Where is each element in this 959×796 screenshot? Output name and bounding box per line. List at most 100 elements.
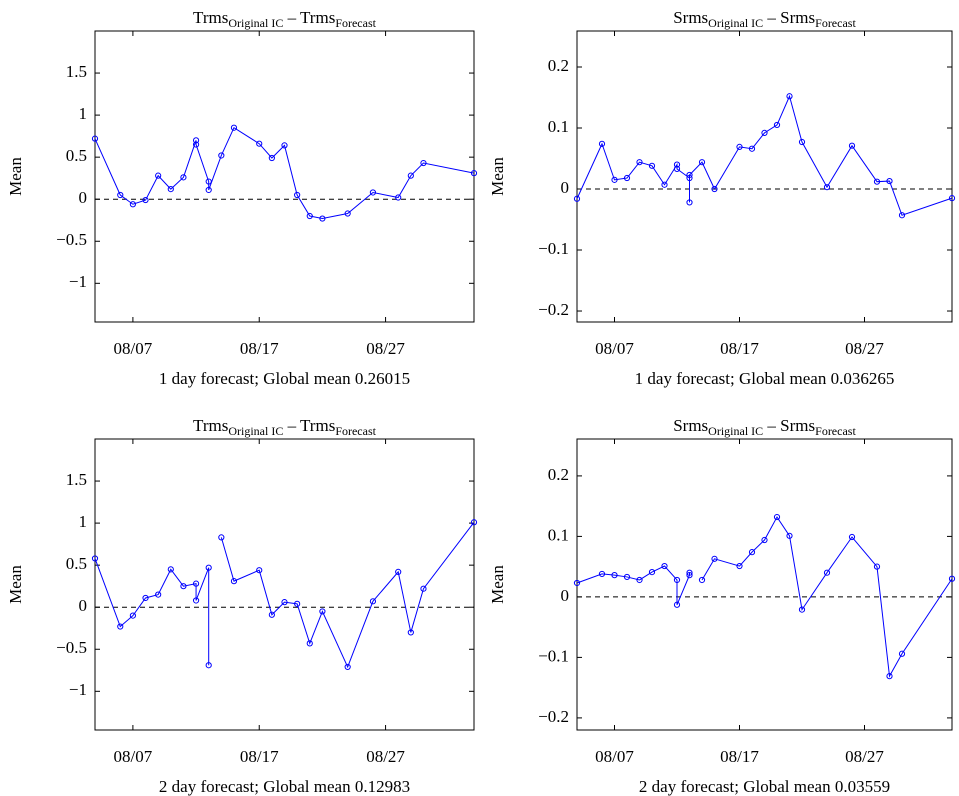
data-point xyxy=(773,121,781,129)
data-point xyxy=(155,591,162,598)
data-point xyxy=(205,178,212,185)
data-point xyxy=(218,534,225,541)
y-tick-label: 0.2 xyxy=(548,56,569,75)
series-line xyxy=(94,126,475,220)
series-line xyxy=(94,558,210,666)
x-tick-label: 08/17 xyxy=(720,339,759,358)
title-subscript: Forecast xyxy=(815,16,856,30)
y-axis-label: Mean xyxy=(488,157,507,196)
data-point xyxy=(898,212,906,219)
data-point xyxy=(673,165,681,172)
data-point xyxy=(673,601,681,608)
data-point xyxy=(898,650,906,657)
x-tick-label: 08/07 xyxy=(595,339,634,358)
data-point xyxy=(192,580,200,587)
data-point xyxy=(192,597,200,604)
data-point xyxy=(573,195,581,202)
data-point xyxy=(711,555,718,562)
data-point xyxy=(748,549,756,556)
data-point xyxy=(686,171,693,179)
data-point xyxy=(117,623,124,630)
data-point xyxy=(205,564,212,571)
data-point xyxy=(180,583,187,590)
plot-area xyxy=(576,30,953,323)
data-point xyxy=(395,568,402,575)
title-subscript: Original IC xyxy=(228,424,283,438)
data-point xyxy=(306,212,313,220)
data-point xyxy=(686,174,693,182)
data-point xyxy=(698,159,706,166)
y-tick-label: −0.2 xyxy=(538,300,569,319)
x-tick-label: 08/17 xyxy=(240,747,279,766)
data-point xyxy=(129,612,136,619)
x-tick-label: 08/07 xyxy=(114,339,153,358)
data-point xyxy=(319,215,326,222)
data-point xyxy=(470,519,478,526)
data-point xyxy=(129,201,136,208)
data-point xyxy=(598,140,606,147)
title-part: – Trms xyxy=(283,8,335,27)
y-tick-label: −0.1 xyxy=(538,239,569,258)
data-point xyxy=(648,162,656,169)
data-point xyxy=(407,172,414,179)
data-point xyxy=(230,578,238,585)
chart-title: TrmsOriginal IC – TrmsForecast xyxy=(193,416,377,438)
plot-area xyxy=(576,438,953,731)
data-point xyxy=(611,572,618,579)
y-tick-label: 0.2 xyxy=(548,465,569,484)
data-point xyxy=(395,194,402,201)
data-point xyxy=(192,137,200,144)
y-tick-label: 0 xyxy=(561,586,570,605)
data-point xyxy=(736,562,743,570)
title-part: Trms xyxy=(193,416,228,435)
data-point xyxy=(256,567,263,574)
chart-title: TrmsOriginal IC – TrmsForecast xyxy=(193,8,377,30)
title-part: Srms xyxy=(673,8,708,27)
x-tick-label: 08/27 xyxy=(845,339,884,358)
title-part: – Trms xyxy=(283,416,335,435)
data-point xyxy=(748,145,756,152)
series-line xyxy=(220,521,475,669)
data-point xyxy=(420,159,427,167)
y-axis-label: Mean xyxy=(488,565,507,604)
data-point xyxy=(636,576,643,584)
data-point xyxy=(711,185,718,193)
data-point xyxy=(736,143,743,151)
data-point xyxy=(623,174,631,182)
data-point xyxy=(786,93,793,100)
data-point xyxy=(281,142,288,149)
title-subscript: Forecast xyxy=(335,424,376,438)
y-tick-label: 1.5 xyxy=(66,62,87,81)
y-tick-label: 0 xyxy=(561,178,570,197)
y-tick-label: −1 xyxy=(69,680,87,699)
data-point xyxy=(470,170,478,177)
series-line xyxy=(576,565,690,605)
x-tick-label: 08/07 xyxy=(114,747,153,766)
y-tick-label: 0 xyxy=(79,188,88,207)
data-point xyxy=(91,555,99,562)
data-point xyxy=(948,195,956,202)
x-axis-label: 2 day forecast; Global mean 0.03559 xyxy=(639,777,890,796)
x-axis-label: 1 day forecast; Global mean 0.036265 xyxy=(635,369,895,388)
data-point xyxy=(205,186,212,194)
data-point xyxy=(798,606,806,613)
data-point xyxy=(636,159,643,166)
data-point xyxy=(598,570,606,578)
title-part: – Srms xyxy=(763,8,815,27)
x-tick-label: 08/07 xyxy=(595,747,634,766)
data-point xyxy=(344,663,351,671)
data-point xyxy=(294,191,301,199)
data-point xyxy=(686,199,693,206)
y-tick-label: −0.2 xyxy=(538,707,569,726)
data-point xyxy=(407,629,414,636)
x-tick-label: 08/17 xyxy=(720,747,759,766)
title-subscript: Forecast xyxy=(335,16,376,30)
data-point xyxy=(761,129,768,136)
data-point xyxy=(142,196,149,204)
data-point xyxy=(155,172,162,179)
title-subscript: Original IC xyxy=(228,16,283,30)
plot-area xyxy=(94,438,475,731)
data-point xyxy=(573,579,581,587)
data-point xyxy=(798,138,806,146)
data-point xyxy=(167,186,174,193)
